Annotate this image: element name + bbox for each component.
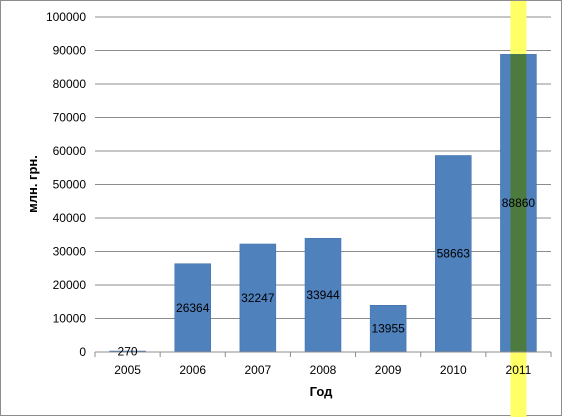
y-tick-label: 90000	[53, 44, 87, 58]
data-label: 13955	[371, 322, 405, 336]
data-label: 32247	[241, 291, 275, 305]
y-tick-label: 70000	[53, 111, 87, 125]
data-labels: 270 26364 32247 33944 13955 58663 88860	[118, 196, 536, 358]
y-tick-label: 20000	[53, 278, 87, 292]
gridlines	[95, 16, 551, 319]
y-tick-label: 30000	[53, 245, 87, 259]
y-tick-label: 100000	[46, 10, 86, 24]
y-tick-label: 10000	[53, 312, 87, 326]
x-tick-label: 2009	[375, 363, 402, 377]
y-axis-title: млн. грн.	[25, 155, 40, 213]
bar-2010	[435, 155, 472, 353]
x-tick-label: 2005	[114, 363, 141, 377]
data-label: 33944	[306, 288, 340, 302]
x-tick-label: 2006	[179, 363, 206, 377]
data-label: 26364	[176, 301, 210, 315]
bars	[109, 54, 537, 353]
y-tick-label: 60000	[53, 144, 87, 158]
y-tick-label: 0	[79, 345, 86, 359]
y-tick-label: 80000	[53, 77, 87, 91]
x-tick-label: 2011	[506, 363, 532, 377]
x-tick-labels: 2005 2006 2007 2008 2009 2010 2011	[114, 363, 531, 377]
data-label: 270	[118, 345, 138, 359]
x-tick-label: 2008	[310, 363, 337, 377]
y-tick-labels: 0 10000 20000 30000 40000 50000 60000 70000 8000…	[46, 10, 86, 359]
y-tick-label: 40000	[53, 211, 87, 225]
x-tick-label: 2010	[440, 363, 467, 377]
y-tick-label: 50000	[53, 178, 87, 192]
data-label: 58663	[437, 247, 471, 261]
x-axis	[94, 351, 552, 357]
highlight-overlap	[510, 54, 527, 352]
data-label: 88860	[502, 196, 536, 210]
x-axis-title: Год	[310, 384, 333, 399]
x-tick-label: 2007	[245, 363, 272, 377]
